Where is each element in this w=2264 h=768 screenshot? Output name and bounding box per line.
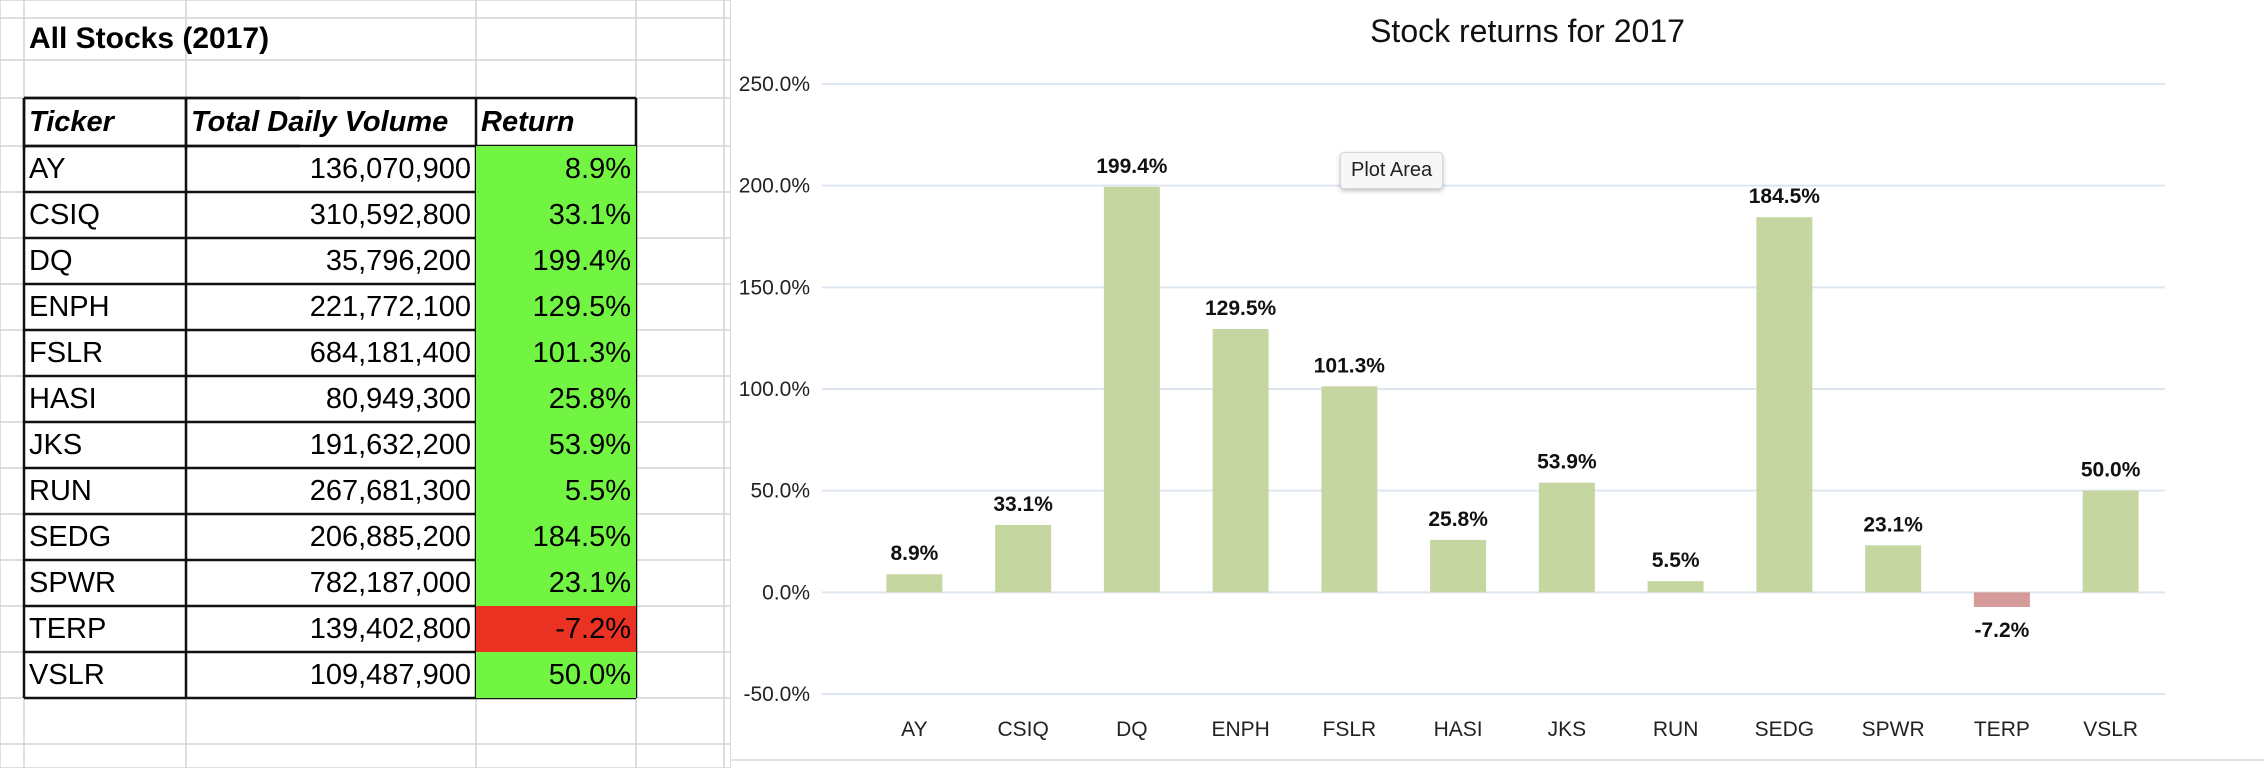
data-label: 8.9% <box>890 542 938 565</box>
return-cell-positive[interactable]: 50.0% <box>476 652 636 698</box>
volume-cell[interactable]: 782,187,000 <box>309 566 471 599</box>
header-ticker[interactable]: Ticker <box>29 105 114 138</box>
bar-hasi <box>1430 539 1487 593</box>
y-tick-label: 200.0% <box>739 175 810 198</box>
bar-csiq <box>995 525 1052 593</box>
return-cell-positive[interactable]: 53.9% <box>476 422 636 468</box>
x-tick-label: ENPH <box>1211 718 1269 741</box>
ticker-cell[interactable]: JKS <box>29 428 83 461</box>
x-tick-label: CSIQ <box>997 718 1048 741</box>
x-tick-label: AY <box>901 718 927 741</box>
return-cell-positive[interactable]: 23.1% <box>476 560 636 606</box>
chart-title: Stock returns for 2017 <box>1370 13 1685 49</box>
x-tick-label: TERP <box>1974 718 2030 741</box>
y-tick-label: 150.0% <box>739 276 810 299</box>
x-tick-label: VSLR <box>2083 718 2138 741</box>
bar-enph <box>1212 329 1269 593</box>
volume-cell[interactable]: 191,632,200 <box>309 428 471 461</box>
x-tick-label: SEDG <box>1755 718 1815 741</box>
data-label: 184.5% <box>1749 185 1821 208</box>
sheet-title[interactable]: All Stocks (2017) <box>29 22 270 55</box>
bar-run <box>1647 581 1704 593</box>
ticker-cell[interactable]: DQ <box>29 244 73 277</box>
y-tick-label: 250.0% <box>739 73 810 96</box>
y-tick-label: 100.0% <box>739 378 810 401</box>
x-tick-label: SPWR <box>1862 718 1925 741</box>
ticker-cell[interactable]: RUN <box>29 474 92 507</box>
ticker-cell[interactable]: HASI <box>29 382 97 415</box>
ticker-cell[interactable]: CSIQ <box>29 198 100 231</box>
data-label: 5.5% <box>1652 549 1700 572</box>
bar-jks <box>1538 482 1595 593</box>
ticker-cell[interactable]: AY <box>29 152 66 185</box>
data-label: 23.1% <box>1863 513 1923 536</box>
x-tick-label: HASI <box>1434 718 1483 741</box>
spreadsheet[interactable]: All Stocks (2017) Ticker Total Daily Vol… <box>0 0 730 768</box>
volume-cell[interactable]: 267,681,300 <box>309 474 471 507</box>
volume-cell[interactable]: 109,487,900 <box>309 658 471 691</box>
x-tick-label: RUN <box>1653 718 1699 741</box>
volume-cell[interactable]: 206,885,200 <box>309 520 471 553</box>
data-label: -7.2% <box>1974 619 2029 642</box>
bar-terp <box>1973 592 2030 607</box>
ticker-cell[interactable]: FSLR <box>29 336 104 369</box>
returns-bar-chart[interactable]: Stock returns for 2017 -50.0% 0.0% 50.0% 100… <box>730 0 2264 768</box>
volume-cell[interactable]: 80,949,300 <box>325 382 471 415</box>
data-label: 50.0% <box>2081 459 2141 482</box>
bar-sedg <box>1756 217 1813 593</box>
data-label: 199.4% <box>1096 155 1168 178</box>
return-cell-positive[interactable]: 8.9% <box>476 146 636 192</box>
bar-ay <box>886 574 943 593</box>
data-label: 33.1% <box>993 493 1053 516</box>
return-cell-positive[interactable]: 5.5% <box>476 468 636 514</box>
ticker-cell[interactable]: TERP <box>29 612 107 645</box>
y-tick-label: 50.0% <box>750 480 810 503</box>
x-tick-label: DQ <box>1116 718 1148 741</box>
data-label: 101.3% <box>1314 354 1386 377</box>
volume-cell[interactable]: 35,796,200 <box>325 244 471 277</box>
bar-fslr <box>1321 386 1378 593</box>
plot-area-tooltip: Plot Area <box>1340 152 1444 189</box>
chart-panel[interactable]: Stock returns for 2017 -50.0% 0.0% 50.0% 100… <box>730 0 2264 768</box>
ticker-cell[interactable]: SEDG <box>29 520 112 553</box>
volume-cell[interactable]: 139,402,800 <box>309 612 471 645</box>
volume-cell[interactable]: 684,181,400 <box>309 336 471 369</box>
volume-cell[interactable]: 136,070,900 <box>309 152 471 185</box>
y-tick-label: -50.0% <box>743 683 810 706</box>
return-cell-positive[interactable]: 129.5% <box>476 284 636 330</box>
ticker-cell[interactable]: SPWR <box>29 566 116 599</box>
return-cell-negative[interactable]: -7.2% <box>476 606 636 652</box>
return-cell-positive[interactable]: 33.1% <box>476 192 636 238</box>
return-cell-positive[interactable]: 25.8% <box>476 376 636 422</box>
data-label: 129.5% <box>1205 297 1277 320</box>
data-label: 53.9% <box>1537 451 1597 474</box>
data-label: 25.8% <box>1428 508 1488 531</box>
return-cell-positive[interactable]: 101.3% <box>476 330 636 376</box>
bar-vslr <box>2082 490 2139 593</box>
return-cell-positive[interactable]: 199.4% <box>476 238 636 284</box>
header-volume[interactable]: Total Daily Volume <box>191 105 449 138</box>
return-cell-positive[interactable]: 184.5% <box>476 514 636 560</box>
bar-dq <box>1103 186 1160 593</box>
header-return[interactable]: Return <box>481 105 575 138</box>
x-tick-label: FSLR <box>1323 718 1377 741</box>
bar-spwr <box>1865 545 1922 593</box>
x-tick-label: JKS <box>1548 718 1587 741</box>
volume-cell[interactable]: 221,772,100 <box>309 290 471 323</box>
volume-cell[interactable]: 310,592,800 <box>309 198 471 231</box>
y-tick-label: 0.0% <box>762 581 810 604</box>
ticker-cell[interactable]: VSLR <box>29 658 105 691</box>
ticker-cell[interactable]: ENPH <box>29 290 110 323</box>
